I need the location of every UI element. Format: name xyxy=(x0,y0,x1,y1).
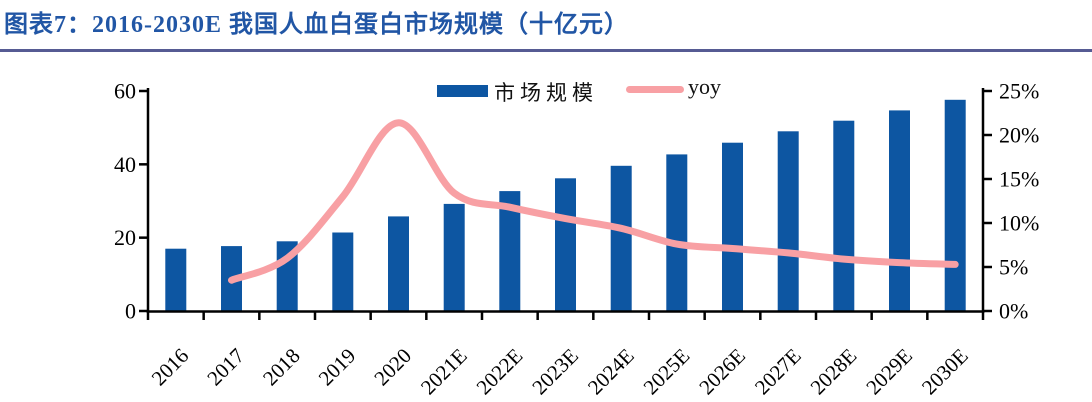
x-axis-label-2019: 2019 xyxy=(314,344,361,391)
x-axis-label-2020: 2020 xyxy=(369,344,416,391)
x-axis-label-2022E: 2022E xyxy=(472,344,528,400)
bar-2030E xyxy=(944,99,966,312)
figure-title: 图表7：2016-2030E 我国人血白蛋白市场规模（十亿元） xyxy=(4,12,629,38)
x-axis-label-2024E: 2024E xyxy=(583,344,639,400)
left-axis-tick-label: 60 xyxy=(114,79,136,104)
x-axis-label-2018: 2018 xyxy=(258,344,305,391)
bar-2027E xyxy=(777,131,799,312)
x-axis-label-2029E: 2029E xyxy=(861,344,917,400)
right-axis-tick-label: 0% xyxy=(999,299,1028,324)
legend-bar-label: 市场规模 xyxy=(494,81,598,105)
left-axis-tick-label: 20 xyxy=(114,225,136,250)
bar-2025E xyxy=(666,154,688,312)
x-axis-label-2027E: 2027E xyxy=(750,344,806,400)
right-axis-tick-label: 5% xyxy=(999,255,1028,280)
bar-2022E xyxy=(499,191,521,312)
bar-2019 xyxy=(332,232,354,312)
legend-line-swatch xyxy=(626,86,684,93)
yoy-line xyxy=(228,119,959,284)
bar-2029E xyxy=(889,110,910,313)
legend-line-label: yoy xyxy=(688,74,721,99)
left-axis-tick-label: 40 xyxy=(114,152,136,177)
right-axis-tick-label: 25% xyxy=(999,79,1039,104)
right-axis-tick-label: 10% xyxy=(999,211,1039,236)
x-axis-label-2025E: 2025E xyxy=(639,344,695,400)
x-axis-label-2023E: 2023E xyxy=(527,344,583,400)
bar-2023E xyxy=(555,178,576,312)
x-axis-label-2030E: 2030E xyxy=(917,344,973,400)
x-axis-label-2026E: 2026E xyxy=(694,344,750,400)
title-divider xyxy=(0,49,1092,52)
bar-2021E xyxy=(443,203,465,312)
x-axis-label-2017: 2017 xyxy=(202,344,249,391)
right-axis-tick-label: 20% xyxy=(999,123,1039,148)
bar-2020 xyxy=(388,216,409,312)
bar-2016 xyxy=(165,248,187,312)
legend-bar-swatch xyxy=(437,85,488,97)
bar-2024E xyxy=(610,165,632,312)
x-axis-label-2021E: 2021E xyxy=(416,344,472,400)
x-axis-label-2028E: 2028E xyxy=(806,344,862,400)
left-axis-tick-label: 0 xyxy=(125,299,136,324)
bar-2028E xyxy=(833,120,855,312)
bar-2026E xyxy=(722,142,743,312)
x-axis-label-2016: 2016 xyxy=(147,344,194,391)
right-axis-tick-label: 15% xyxy=(999,167,1039,192)
